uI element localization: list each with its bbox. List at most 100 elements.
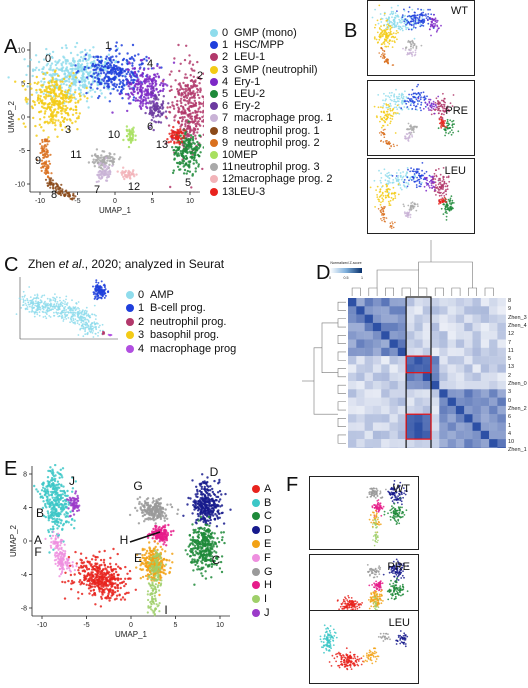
legend-label: basophil prog. — [150, 329, 219, 341]
cluster-label: 1 — [105, 40, 111, 52]
heatmap-row-label: Zhen_2 — [508, 406, 527, 413]
legend-number: 3 — [222, 64, 234, 76]
heatmap-row-label: Zhen_4 — [508, 323, 527, 330]
cluster-label: E — [134, 551, 142, 565]
legend-swatch — [252, 568, 260, 576]
cluster-label: D — [210, 465, 219, 479]
cluster-label: 4 — [147, 58, 153, 70]
legend-label: HSC/MPP — [234, 39, 284, 51]
colour-scale-tick: 1 — [361, 276, 363, 280]
cluster-neutrophil — [102, 331, 105, 335]
legend-swatch — [252, 554, 260, 562]
x-tick-label: 10 — [216, 622, 224, 629]
legend-label: I — [264, 593, 267, 605]
cluster-g — [129, 496, 179, 525]
panel-f-letter: F — [286, 474, 298, 497]
y-tick-label: -8 — [21, 606, 27, 613]
heatmap-row-label: 10 — [508, 439, 514, 446]
legend-number: 1 — [138, 302, 150, 314]
cluster-label: 13 — [156, 139, 168, 151]
legend-label: LEU-2 — [234, 88, 265, 100]
x-axis-label: UMAP_1 — [99, 206, 132, 215]
mini-umap — [320, 624, 409, 670]
legend-swatch — [210, 41, 218, 49]
legend-swatch — [252, 526, 260, 534]
colour-scale-title: Normalized Z-score — [330, 261, 361, 265]
legend-item: F — [252, 551, 273, 565]
heatmap-row-label: 1 — [508, 423, 511, 430]
legend-swatch — [210, 127, 218, 135]
legend-number: 3 — [138, 329, 150, 341]
legend-number: 5 — [222, 88, 234, 100]
legend-label: H — [264, 579, 272, 591]
cluster-label: 12 — [128, 181, 140, 193]
legend-number: 0 — [222, 27, 234, 39]
legend-label: neutrophil prog. — [150, 316, 226, 328]
legend-item: E — [252, 537, 273, 551]
legend-swatch — [126, 304, 134, 312]
legend-label: neutrophil prog. 2 — [234, 137, 320, 149]
legend-swatch — [210, 29, 218, 37]
x-tick-label: 0 — [113, 198, 117, 205]
cluster-label: 5 — [185, 177, 191, 189]
cluster-amp — [16, 286, 104, 338]
cluster-label: G — [133, 479, 142, 493]
condition-label-f-wt: WT — [393, 483, 410, 495]
legend-label: GMP (neutrophil) — [234, 64, 318, 76]
y-tick-label: 4 — [23, 505, 27, 512]
heatmap-row-label: 5 — [508, 356, 511, 363]
legend-number: 1 — [222, 39, 234, 51]
x-tick-label: -5 — [74, 198, 80, 205]
cluster-a — [61, 548, 137, 608]
y-tick-label: 0 — [21, 115, 25, 122]
legend-label: macrophage prog. 1 — [234, 112, 332, 124]
condition-panel-b-pre: PRE — [367, 80, 475, 156]
heatmap-row-label: 7 — [508, 340, 511, 347]
cluster-12 — [117, 167, 138, 181]
condition-panel-b-wt: WT — [367, 0, 475, 76]
condition-label-wt: WT — [451, 5, 468, 17]
legend-swatch — [210, 78, 218, 86]
cluster-label: 10 — [108, 129, 120, 141]
condition-label-leu: LEU — [445, 165, 466, 177]
legend-swatch — [252, 499, 260, 507]
cluster-label: 0 — [45, 53, 51, 65]
legend-label: MEP — [234, 149, 258, 161]
y-tick-label: -4 — [21, 572, 27, 579]
cluster-macrophage — [108, 334, 113, 337]
legend-label: G — [264, 566, 273, 578]
y-axis-label: UMAP_2 — [7, 100, 16, 133]
y-tick-label: 10 — [17, 48, 25, 55]
legend-label: LEU-3 — [234, 186, 265, 198]
y-tick-label: 0 — [23, 539, 27, 546]
legend-number: 4 — [222, 76, 234, 88]
x-tick-label: 10 — [186, 198, 194, 205]
legend-label: D — [264, 524, 272, 536]
legend-number: 2 — [222, 51, 234, 63]
legend-label: macrophage prog — [150, 343, 236, 355]
legend-swatch — [126, 318, 134, 326]
x-tick-label: 5 — [174, 622, 178, 629]
x-axis-label: UMAP_1 — [115, 630, 148, 639]
heatmap-row-label: 11 — [508, 348, 514, 355]
umap-c-plot — [12, 273, 122, 343]
legend-number: 13 — [222, 186, 234, 198]
heatmap-row-label: Zhen_1 — [508, 447, 527, 454]
heatmap-row-label: 13 — [508, 364, 514, 371]
legend-label: B-cell prog. — [150, 302, 206, 314]
legend-swatch — [210, 90, 218, 98]
cluster-label: 7 — [94, 184, 100, 196]
legend-label: F — [264, 552, 271, 564]
condition-panel-b-leu: LEU — [367, 158, 475, 234]
